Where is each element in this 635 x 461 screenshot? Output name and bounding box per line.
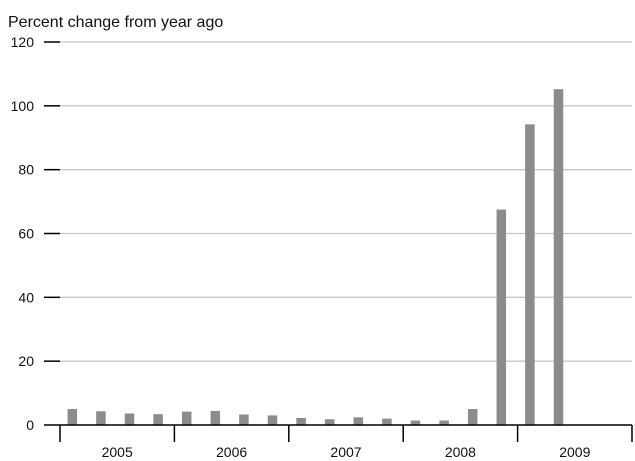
y-tick-label-40: 40 xyxy=(18,289,34,305)
chart-title: Percent change from year ago xyxy=(8,14,223,31)
bar-2009-q1 xyxy=(525,124,535,425)
y-axis: 0 20 40 60 80 100 120 xyxy=(11,34,60,433)
bar-2007-q2 xyxy=(324,419,335,425)
bar-2008-q3 xyxy=(467,409,478,425)
x-tick-label-2005: 2005 xyxy=(102,444,133,460)
bar-2007-q1 xyxy=(296,417,306,425)
y-tick-label-80: 80 xyxy=(18,162,34,178)
bar-2008-q1 xyxy=(410,420,421,425)
x-tick-label-2006: 2006 xyxy=(216,444,247,460)
bar-2007-q4 xyxy=(382,418,392,425)
x-axis: 2005 2006 2007 2008 2009 xyxy=(59,424,633,460)
bar-2006-q3 xyxy=(239,414,249,425)
bar-2008-q4 xyxy=(496,209,507,425)
x-tick-label-2009: 2009 xyxy=(559,444,590,460)
y-tick-label-120: 120 xyxy=(11,34,35,50)
y-tick-label-60: 60 xyxy=(18,226,34,242)
bar-2006-q4 xyxy=(267,415,278,425)
x-tick-label-2008: 2008 xyxy=(445,444,476,460)
bar-2005-q1 xyxy=(67,409,78,425)
y-tick-label-100: 100 xyxy=(11,98,35,114)
bar-2005-q3 xyxy=(124,413,135,425)
bar-2008-q2 xyxy=(439,420,449,425)
bar-2006-q1 xyxy=(181,411,192,425)
bar-2006-q2 xyxy=(210,410,221,425)
bars xyxy=(67,89,564,425)
bar-2005-q4 xyxy=(153,414,163,425)
y-tick-label-20: 20 xyxy=(18,353,34,369)
bar-2009-q2 xyxy=(553,89,564,425)
gridlines xyxy=(60,41,632,362)
bar-2005-q2 xyxy=(96,411,106,425)
bar-2007-q3 xyxy=(353,417,364,425)
x-tick-label-2007: 2007 xyxy=(330,444,361,460)
y-tick-label-0: 0 xyxy=(26,417,34,433)
